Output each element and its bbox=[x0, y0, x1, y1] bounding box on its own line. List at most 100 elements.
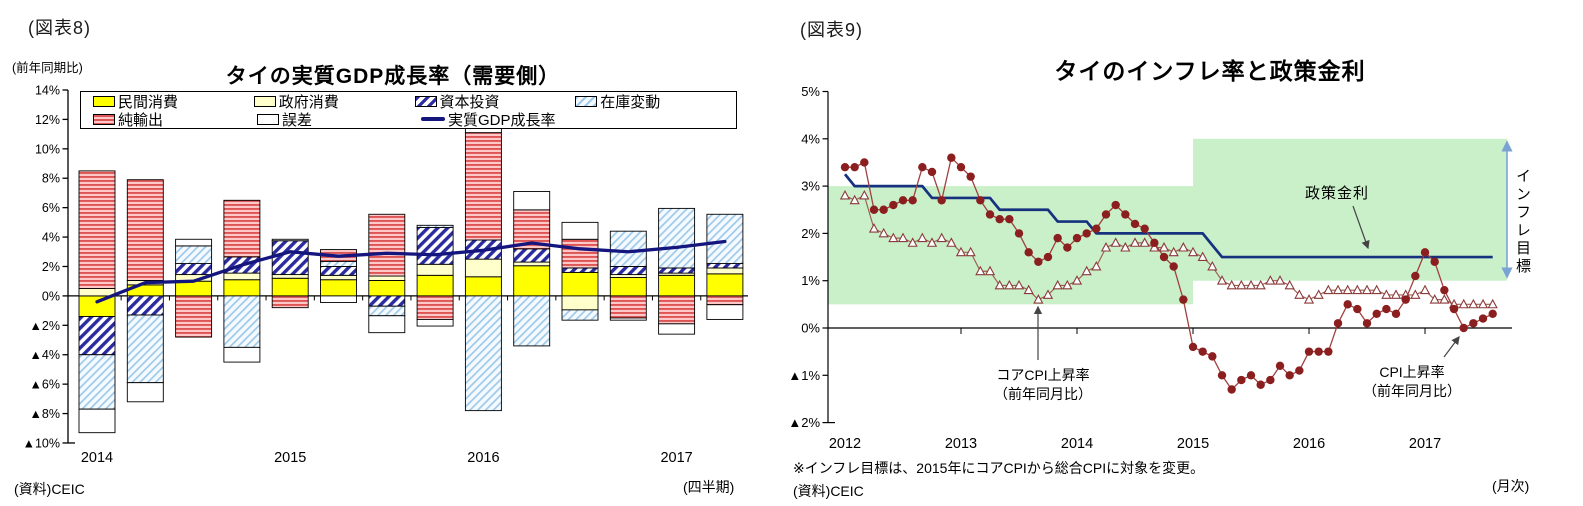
cpi-point bbox=[1449, 304, 1459, 314]
core-cpi-point bbox=[1207, 260, 1218, 271]
cpi-point bbox=[985, 210, 995, 219]
bar-2015Q3-netex bbox=[368, 213, 406, 277]
y-tick-label: 2% bbox=[801, 226, 820, 241]
inflation-chart-title: タイのインフレ率と政策金利 bbox=[1054, 58, 1366, 84]
bar-2016Q3-capex bbox=[561, 267, 599, 273]
cpi-point bbox=[1401, 295, 1410, 304]
cpi-point bbox=[1411, 271, 1420, 281]
bar-2015Q3-inv bbox=[368, 305, 406, 317]
cpi-point bbox=[1072, 233, 1082, 243]
core-cpi-point bbox=[1081, 265, 1092, 276]
x-year-labels: 2014 2015 2016 2017 bbox=[81, 450, 693, 466]
cpi-point bbox=[1324, 347, 1333, 356]
bar-2015Q4-netex bbox=[416, 295, 454, 320]
bar-2016Q2-capex bbox=[513, 248, 551, 263]
bar-2016Q1-priv bbox=[464, 276, 502, 297]
cpi-annotation: CPI上昇率 （前年同月比） bbox=[1363, 364, 1461, 399]
legend-label-priv: 民間消費 bbox=[118, 93, 179, 111]
year-label-2017: 2017 bbox=[1409, 436, 1441, 452]
bar-2015Q4-capex bbox=[416, 227, 454, 265]
core-cpi-point bbox=[1352, 284, 1363, 295]
bar-2014Q3-netex bbox=[175, 295, 213, 338]
cpi-point bbox=[1304, 347, 1314, 356]
core-cpi-point bbox=[1371, 284, 1382, 295]
x-year-labels: 2012 2013 2014 2015 2016 2017 bbox=[829, 436, 1441, 452]
annotation-arrows bbox=[1033, 205, 1460, 360]
core-cpi-point bbox=[907, 237, 918, 247]
core-cpi-point bbox=[1226, 279, 1237, 290]
cpi-point bbox=[1430, 257, 1439, 266]
bar-2014Q2-inv bbox=[126, 314, 164, 384]
bar-2014Q1-err bbox=[78, 408, 116, 434]
y-tick-label: 0% bbox=[801, 321, 820, 336]
core-cpi-point bbox=[984, 265, 996, 276]
cpi-point bbox=[927, 167, 937, 177]
core-cpi-point bbox=[1197, 251, 1208, 261]
core-cpi-point bbox=[1284, 279, 1295, 290]
bar-2017Q2-capex bbox=[706, 263, 744, 269]
y-tick-label: ▲2% bbox=[30, 319, 60, 333]
legend-swatch-capex bbox=[414, 95, 437, 107]
bar-2015Q1-capex bbox=[271, 240, 309, 276]
core-cpi-point bbox=[897, 232, 909, 243]
cpi-point bbox=[966, 172, 975, 181]
legend-item-inv: 在庫変動 bbox=[575, 91, 736, 112]
legend-item-priv: 民間消費 bbox=[93, 91, 254, 112]
core-cpi-point bbox=[1071, 275, 1083, 285]
core-cpi-point bbox=[1100, 242, 1112, 252]
cpi-point bbox=[1478, 314, 1488, 323]
figure9-label: (図表9) bbox=[800, 20, 863, 40]
bar-2014Q3-err bbox=[175, 238, 213, 247]
cpi-point bbox=[1024, 248, 1033, 257]
bar-2016Q3-gov bbox=[561, 295, 599, 311]
bar-2014Q3-priv bbox=[175, 280, 213, 297]
cpi-point bbox=[1314, 347, 1323, 356]
core-cpi-point bbox=[975, 265, 986, 276]
bar-2014Q1-capex bbox=[78, 316, 116, 356]
bar-2014Q2-err bbox=[126, 382, 164, 403]
inflation-chart-source: (資料)CEIC bbox=[793, 483, 864, 499]
cpi-point bbox=[1043, 252, 1053, 262]
legend-label-inv: 在庫変動 bbox=[600, 93, 661, 111]
core-cpi-point bbox=[936, 232, 947, 243]
bar-2016Q4-priv bbox=[609, 277, 647, 297]
cpi-point bbox=[1208, 352, 1217, 361]
bar-2014Q4-gov bbox=[223, 272, 261, 281]
core-cpi-point bbox=[1410, 289, 1421, 299]
year-label-2015: 2015 bbox=[1177, 436, 1209, 452]
y-tick-label: 12% bbox=[35, 113, 60, 127]
year-label-2014: 2014 bbox=[81, 450, 113, 466]
y-tick-label: 4% bbox=[42, 231, 60, 245]
bar-2014Q4-err bbox=[223, 346, 261, 363]
core-cpi-point bbox=[1139, 237, 1150, 247]
bar-2016Q3-err bbox=[561, 221, 599, 240]
bar-2015Q4-priv bbox=[416, 274, 454, 297]
cpi-point bbox=[1372, 309, 1381, 319]
x-axis-ticks bbox=[960, 328, 1426, 334]
bar-2015Q2-priv bbox=[320, 279, 357, 297]
figure8-label: (図表8) bbox=[28, 18, 91, 38]
y-tick-label: 10% bbox=[35, 142, 60, 156]
cpi-point bbox=[1420, 248, 1430, 257]
cpi-point bbox=[1188, 342, 1198, 352]
legend-label-gov: 政府消費 bbox=[278, 93, 339, 111]
bar-2015Q2-err bbox=[320, 295, 357, 303]
core-cpi-point bbox=[1236, 279, 1247, 290]
year-label-2014: 2014 bbox=[1061, 436, 1093, 452]
core-cpi-point bbox=[868, 223, 880, 233]
inflation-target-band bbox=[828, 138, 1508, 305]
legend-label-netex: 純輸出 bbox=[118, 111, 164, 129]
core-cpi-point bbox=[1216, 275, 1228, 285]
bar-2015Q3-gov bbox=[368, 275, 406, 281]
bar-2015Q3-capex bbox=[368, 295, 406, 307]
bar-2017Q1-priv bbox=[658, 274, 696, 297]
bar-2017Q1-inv bbox=[658, 207, 696, 269]
core-cpi-point bbox=[1332, 284, 1344, 295]
y-tick-label: 8% bbox=[42, 172, 60, 186]
cpi-point bbox=[1082, 229, 1091, 238]
bar-2015Q2-inv bbox=[320, 260, 357, 267]
bar-2016Q3-priv bbox=[561, 271, 599, 297]
legend-item-gdp: 実質GDP成長率 bbox=[421, 109, 585, 130]
cpi-point bbox=[1459, 323, 1468, 333]
cpi-point bbox=[1159, 252, 1169, 262]
